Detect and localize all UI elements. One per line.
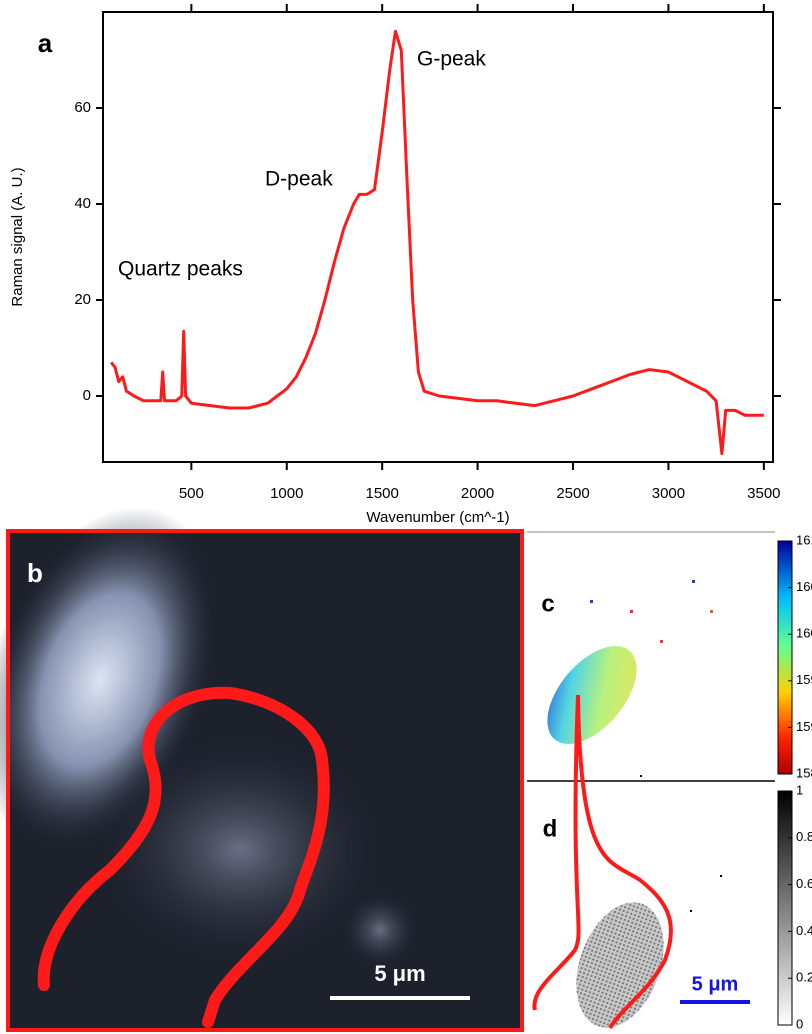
pixel <box>720 875 722 877</box>
colorbar-tick-label: 1 <box>796 782 803 797</box>
plot-frame <box>102 11 774 463</box>
pixel <box>640 775 642 777</box>
panel-label: b <box>27 558 43 588</box>
pixel <box>710 610 713 613</box>
x-tick-label: 500 <box>179 485 204 502</box>
annotation: D-peak <box>265 168 333 191</box>
frame <box>6 529 524 1032</box>
colorbar-tick-label: 0.8 <box>796 829 812 844</box>
colorbar-tick-label: 1585 <box>796 765 812 780</box>
colorbar-tick-label: 0.6 <box>796 876 812 891</box>
colorbar-tick-label: 1610 <box>796 532 812 547</box>
panel-d <box>532 694 722 1030</box>
pixel <box>660 640 663 643</box>
colorbar-tick-label: 1590 <box>796 719 812 734</box>
x-tick-label: 3000 <box>652 485 685 502</box>
x-tick-label: 2000 <box>461 485 494 502</box>
scale-bar-label: 5 μm <box>374 961 425 986</box>
colorbar-tick-label: 0.4 <box>796 923 812 938</box>
y-axis-label: Raman signal (A. U.) <box>9 167 26 306</box>
x-tick-label: 1000 <box>270 485 303 502</box>
outline <box>37 686 330 1028</box>
panel-label: d <box>543 815 558 842</box>
y-tick-label: 0 <box>83 387 91 404</box>
panel-label: a <box>38 28 53 58</box>
colorbar-tick-label: 1600 <box>796 626 812 641</box>
glow <box>340 890 420 970</box>
pixel <box>690 910 692 912</box>
annotation: G-peak <box>417 48 486 71</box>
x-tick-label: 1500 <box>365 485 398 502</box>
x-tick-label: 3500 <box>747 485 780 502</box>
x-axis-label: Wavenumber (cm^-1) <box>366 509 509 526</box>
colorbar-tick-label: 1605 <box>796 579 812 594</box>
scale-bar-label: 5 μm <box>692 973 739 995</box>
outline <box>532 694 673 1030</box>
pixel <box>692 580 695 583</box>
colorbar <box>777 540 793 775</box>
y-tick-label: 60 <box>74 99 91 116</box>
pixel <box>590 600 593 603</box>
colorbar-tick-label: 1595 <box>796 672 812 687</box>
panel-c <box>527 531 775 782</box>
colorbar-tick-label: 0 <box>796 1016 803 1031</box>
colorbar-tick-label: 0.2 <box>796 970 812 985</box>
panel-b <box>0 506 524 1032</box>
colorbar <box>777 790 793 1026</box>
pixel <box>630 610 633 613</box>
y-tick-label: 20 <box>74 291 91 308</box>
spectrum-line <box>110 29 764 456</box>
panel-label: c <box>541 590 554 617</box>
annotation: Quartz peaks <box>118 258 243 281</box>
x-tick-label: 2500 <box>556 485 589 502</box>
glow <box>90 730 390 970</box>
pixel-cloud <box>576 902 664 1028</box>
y-tick-label: 40 <box>74 195 91 212</box>
pixel-cloud <box>547 646 637 744</box>
